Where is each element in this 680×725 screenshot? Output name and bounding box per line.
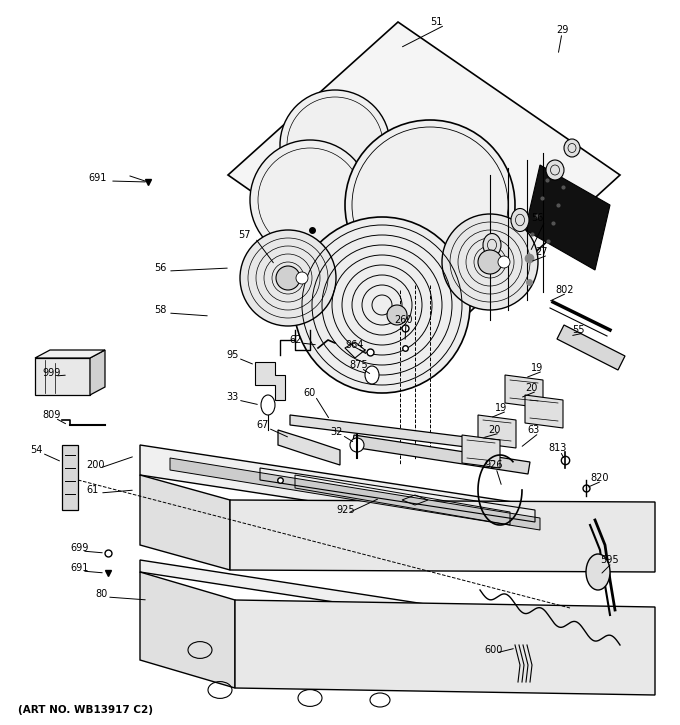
Ellipse shape (276, 266, 300, 290)
Text: 19: 19 (495, 403, 507, 413)
Text: 19: 19 (531, 363, 543, 373)
Text: 20: 20 (525, 383, 537, 393)
Text: 260: 260 (394, 315, 413, 325)
Text: 29: 29 (556, 25, 568, 35)
Polygon shape (352, 435, 530, 474)
Ellipse shape (483, 233, 501, 257)
Text: 56: 56 (154, 263, 167, 273)
Text: 925: 925 (336, 505, 355, 515)
Text: 875: 875 (349, 360, 368, 370)
Ellipse shape (564, 139, 580, 157)
Text: 964: 964 (345, 340, 363, 350)
Text: 595: 595 (600, 555, 619, 565)
Ellipse shape (250, 140, 370, 260)
Polygon shape (235, 600, 655, 695)
Text: 200: 200 (86, 460, 105, 470)
Ellipse shape (350, 438, 364, 452)
Text: 27: 27 (535, 247, 547, 257)
Text: 61: 61 (86, 485, 98, 495)
Polygon shape (35, 358, 90, 395)
Text: 600: 600 (484, 645, 503, 655)
Polygon shape (230, 500, 655, 572)
Ellipse shape (498, 256, 510, 268)
Text: 63: 63 (527, 425, 539, 435)
Ellipse shape (294, 217, 470, 393)
Text: 33: 33 (226, 392, 238, 402)
Text: 820: 820 (590, 473, 609, 483)
Text: 80: 80 (95, 589, 107, 599)
Ellipse shape (365, 366, 379, 384)
Polygon shape (462, 435, 500, 468)
Polygon shape (290, 415, 490, 450)
Polygon shape (140, 445, 565, 540)
Text: 926: 926 (484, 460, 503, 470)
Polygon shape (140, 475, 230, 570)
Ellipse shape (511, 209, 529, 231)
Text: 802: 802 (555, 285, 573, 295)
Text: 20: 20 (488, 425, 500, 435)
Polygon shape (255, 362, 285, 400)
Text: 57: 57 (238, 230, 250, 240)
Text: 813: 813 (548, 443, 566, 453)
Polygon shape (525, 395, 563, 428)
Polygon shape (228, 22, 620, 330)
Ellipse shape (240, 230, 336, 326)
Ellipse shape (478, 250, 502, 274)
Polygon shape (525, 165, 610, 270)
Text: 60: 60 (303, 388, 316, 398)
Text: 699: 699 (70, 543, 88, 553)
Text: 809: 809 (42, 410, 61, 420)
Text: 51: 51 (430, 17, 443, 27)
Text: 691: 691 (88, 173, 106, 183)
Text: 62: 62 (289, 335, 301, 345)
Polygon shape (140, 572, 235, 688)
Ellipse shape (586, 554, 610, 590)
Ellipse shape (442, 214, 538, 310)
Text: 54: 54 (30, 445, 42, 455)
Ellipse shape (387, 305, 407, 325)
Polygon shape (62, 445, 78, 510)
Polygon shape (90, 350, 105, 395)
Ellipse shape (296, 272, 308, 284)
Text: 56: 56 (531, 213, 543, 223)
Polygon shape (170, 458, 540, 530)
Ellipse shape (261, 395, 275, 415)
Text: 95: 95 (226, 350, 239, 360)
Ellipse shape (345, 120, 515, 290)
Ellipse shape (546, 160, 564, 180)
Text: 67: 67 (256, 420, 269, 430)
Polygon shape (35, 350, 105, 358)
Polygon shape (505, 375, 543, 408)
Text: 32: 32 (330, 427, 342, 437)
Text: 55: 55 (572, 325, 585, 335)
Polygon shape (140, 560, 580, 640)
Text: (ART NO. WB13917 C2): (ART NO. WB13917 C2) (18, 705, 153, 715)
Ellipse shape (280, 90, 390, 200)
Text: 691: 691 (70, 563, 88, 573)
Polygon shape (557, 325, 625, 370)
Polygon shape (478, 415, 516, 448)
Text: 999: 999 (42, 368, 61, 378)
Polygon shape (278, 430, 340, 465)
Text: 58: 58 (154, 305, 167, 315)
